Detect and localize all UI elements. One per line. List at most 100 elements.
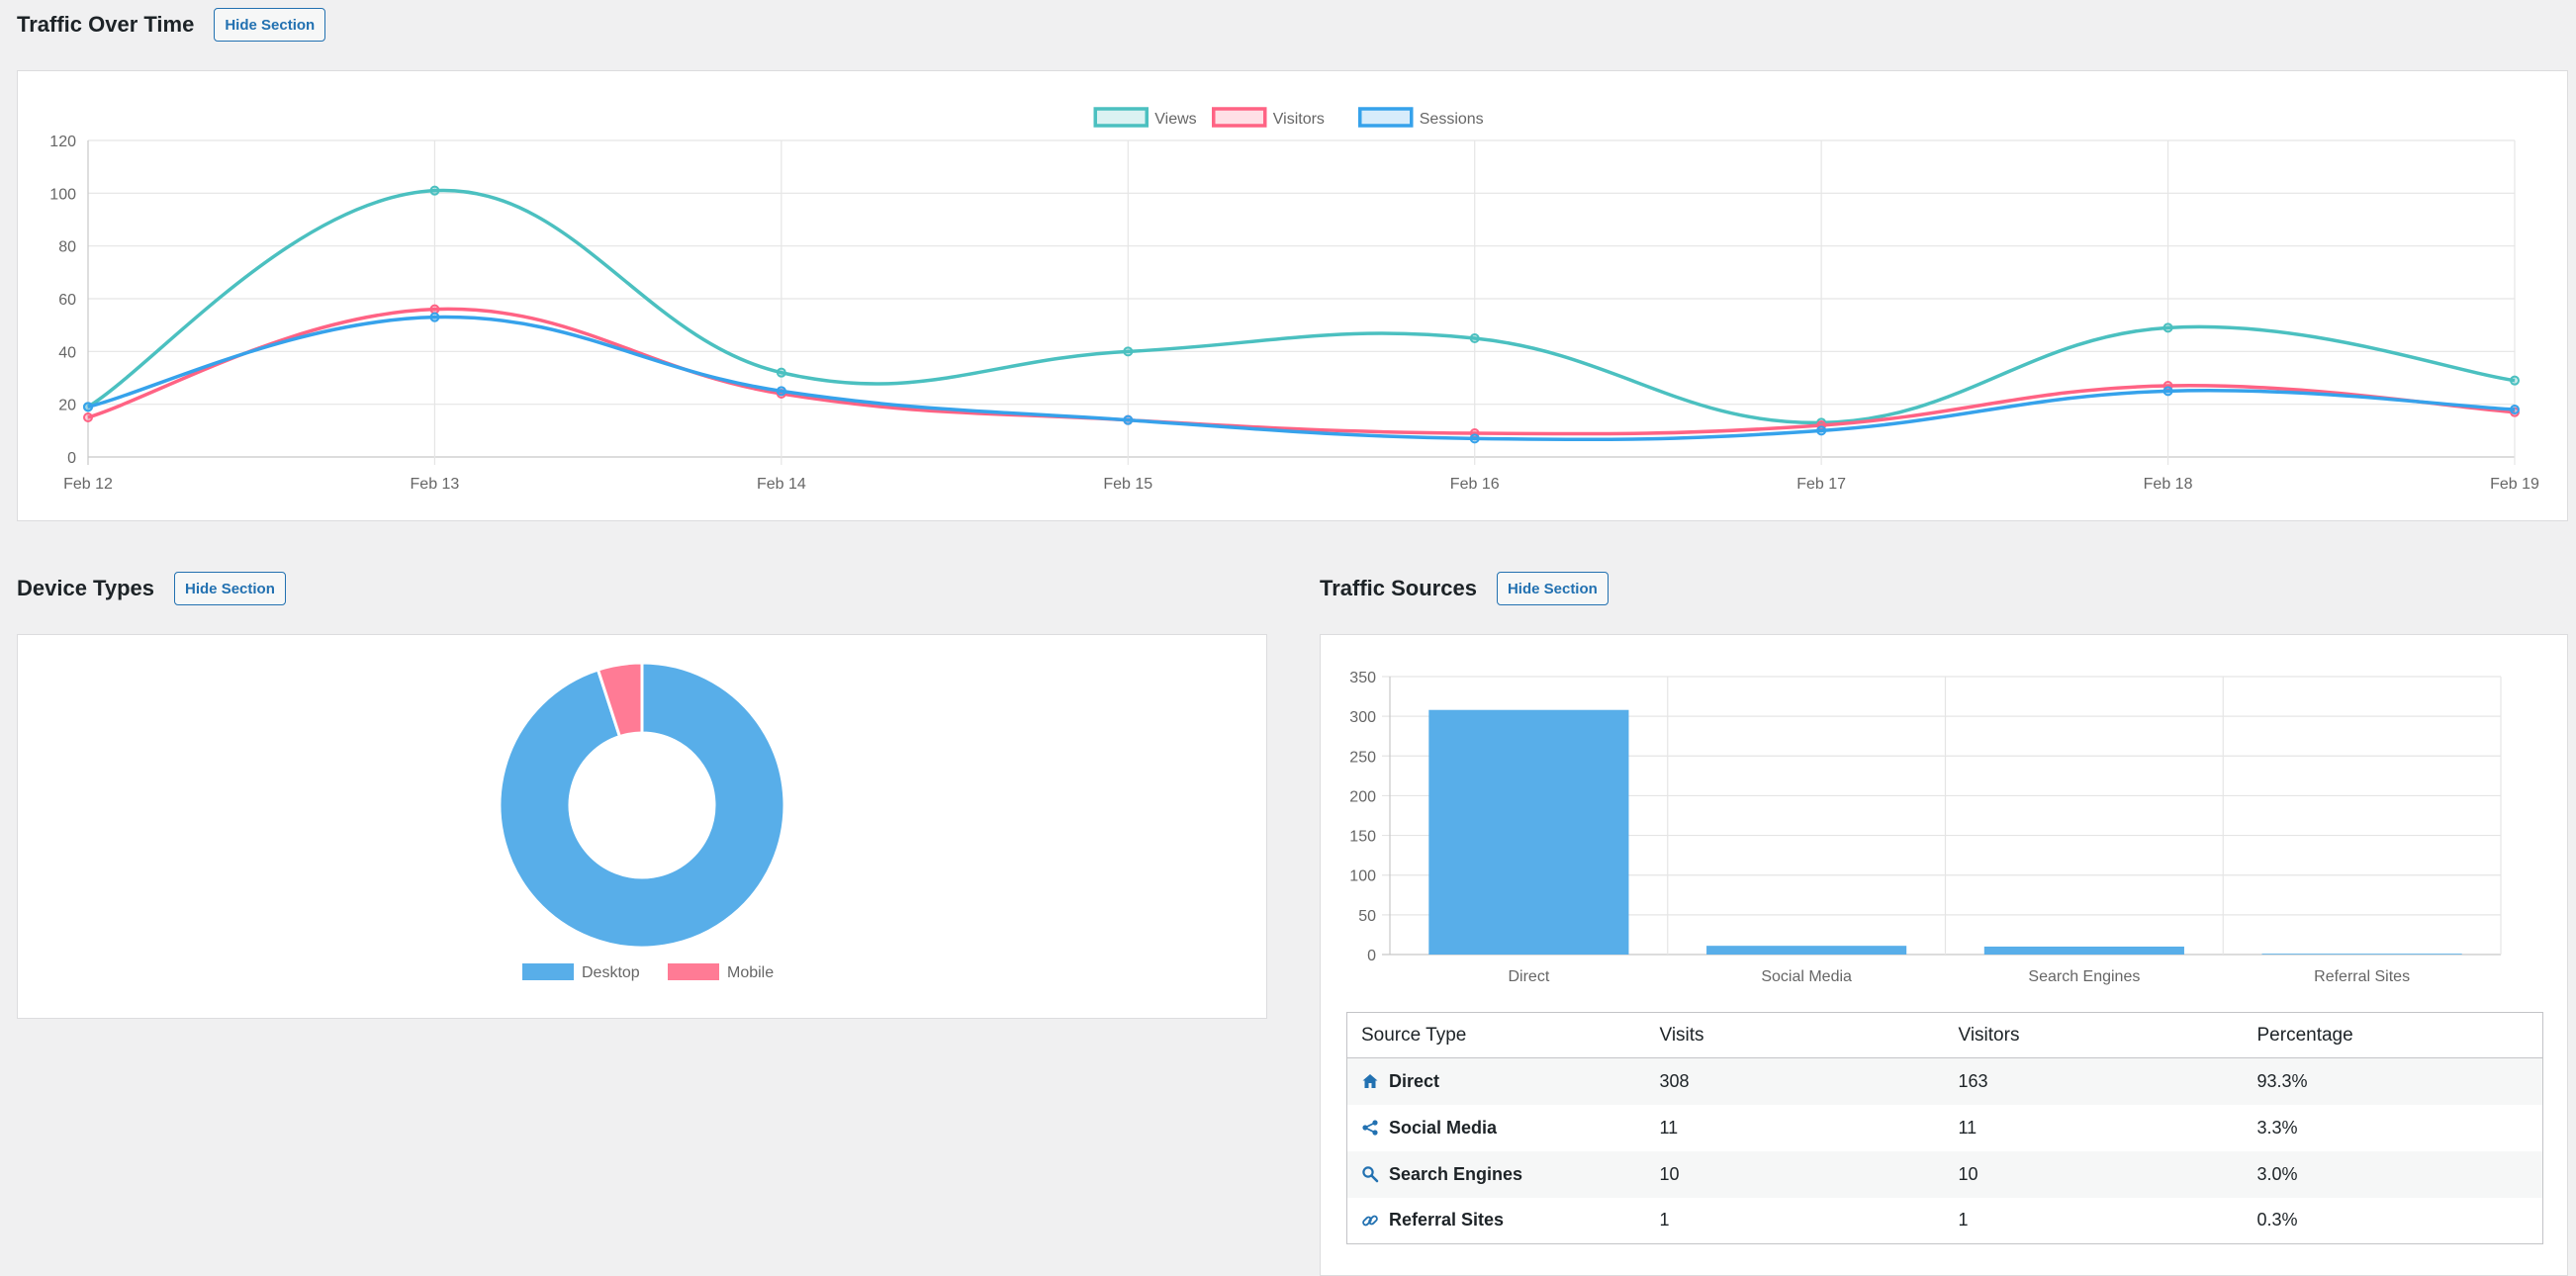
home-icon [1361,1072,1379,1090]
data-point [2162,322,2173,333]
x-tick-label: Feb 14 [757,476,806,493]
y-tick-label: 100 [49,186,76,203]
data-point [2162,386,2173,397]
x-tick-label: Feb 12 [63,476,113,493]
bar-search-engines [1983,946,2184,955]
col-visitors: Visitors [1944,1012,2244,1058]
source-name-cell: Referral Sites [1347,1198,1646,1244]
x-tick-label: Feb 15 [1103,476,1152,493]
legend-label: Desktop [582,964,640,981]
visitors-cell: 11 [1958,1117,1978,1138]
search-icon [1361,1165,1379,1183]
source-name: Search Engines [1389,1163,1523,1184]
link-icon [1361,1212,1379,1230]
visitors-cell: 10 [1944,1150,2244,1198]
x-tick-label: Feb 18 [2144,476,2193,493]
source-name: Social Media [1389,1117,1498,1138]
data-point [83,402,93,412]
col-source-type: Source Type [1346,1012,1646,1058]
y-tick-label: 20 [58,398,76,414]
legend-swatch [1358,107,1414,128]
percentage-cell: 0.3% [2256,1210,2298,1230]
traffic-sources-title: Traffic Sources [1320,576,1477,600]
bar-direct [1428,709,1629,955]
y-tick-label: 80 [58,239,76,256]
traffic-sources-header: Traffic Sources Hide Section [1320,572,1609,605]
col-visits: Visits [1645,1012,1945,1058]
slice-desktop [498,661,786,950]
x-tick-label: Referral Sites [2314,968,2410,985]
percentage-cell: 3.0% [2243,1150,2543,1198]
hide-traffic-sources-button[interactable]: Hide Section [1496,572,1609,605]
series-line-visitors [87,307,2516,436]
source-name: Referral Sites [1389,1210,1505,1230]
x-tick-label: Direct [1508,968,1549,985]
percentage-cell: 93.3% [2243,1057,2543,1105]
source-name-cell: Search Engines [1346,1150,1646,1198]
legend-label: Visitors [1273,111,1325,128]
traffic-line-chart: 0 20 40 60 80 100 120 Feb 12 Feb 13 Feb 14 Feb 15 F… [49,107,2539,493]
data-point [2510,375,2520,386]
legend-label: Sessions [1420,111,1484,128]
source-name-cell: Social Media [1347,1105,1646,1151]
y-tick-label: 40 [58,344,76,361]
data-point [1123,346,1134,357]
x-tick-label: Feb 13 [411,476,460,493]
data-point [1469,433,1480,444]
visits-cell: 1 [1659,1210,1670,1230]
data-point [1816,425,1827,436]
visits-cell: 10 [1645,1150,1945,1198]
y-tick-label: 0 [1367,948,1376,964]
source-name-cell: Direct [1346,1057,1646,1105]
source-name: Direct [1389,1070,1440,1091]
device-doughnut-chart: Desktop Mobile [498,661,786,981]
traffic-over-time-title: Traffic Over Time [17,12,195,37]
data-point [429,185,440,196]
traffic-sources-table: Source Type Visits Visitors Percentage D… [1346,1012,2543,1244]
x-tick-label: Social Media [1761,968,1852,985]
table-header-row: Source Type Visits Visitors Percentage [1346,1012,2543,1058]
x-tick-label: Feb 19 [2490,476,2539,493]
device-types-panel: Desktop Mobile [17,634,1267,1019]
data-point [429,304,440,315]
col-percentage: Percentage [2243,1012,2543,1058]
series-line-sessions [87,315,2516,442]
x-tick-label: Feb 17 [1796,476,1846,493]
y-tick-label: 120 [49,134,76,150]
data-point [1123,414,1134,425]
data-point [776,386,786,397]
table-row: Search Engines 10 10 3.0% [1346,1150,2543,1198]
y-tick-label: 200 [1349,788,1376,805]
y-tick-label: 0 [67,450,76,467]
y-tick-label: 100 [1349,868,1376,885]
percentage-cell: 3.3% [2256,1117,2298,1138]
x-tick-label: Feb 16 [1450,476,1500,493]
legend-swatch [1093,107,1149,128]
data-point [1469,333,1480,343]
legend-swatch [668,963,719,980]
hide-traffic-over-time-button[interactable]: Hide Section [214,8,326,42]
series-line-views [87,188,2516,425]
hide-device-types-button[interactable]: Hide Section [174,572,286,605]
data-point [83,412,93,422]
data-point [776,367,786,378]
legend-label: Mobile [727,964,774,981]
y-tick-label: 350 [1349,670,1376,686]
data-point [429,312,440,322]
x-tick-label: Search Engines [2028,968,2140,985]
table-row: Referral Sites 1 1 0.3% [1347,1198,2543,1244]
traffic-over-time-header: Traffic Over Time Hide Section [17,8,326,42]
y-tick-label: 300 [1349,709,1376,726]
table-row: Direct 308 163 93.3% [1346,1057,2543,1105]
slice-mobile [596,661,644,739]
traffic-over-time-panel: 0 20 40 60 80 100 120 Feb 12 Feb 13 Feb 14 Feb 15 F… [17,70,2568,521]
traffic-sources-bar-chart: 0 50 100 150 200 250 300 350 Direct Social Media S… [1349,670,2502,985]
y-tick-label: 60 [58,292,76,309]
legend-label: Views [1154,111,1196,128]
bar-social-media [1706,946,1907,955]
legend-swatch [522,963,574,980]
device-types-header: Device Types Hide Section [17,572,286,605]
traffic-sources-panel: 0 50 100 150 200 250 300 350 Direct Social Media S… [1320,634,2568,1276]
y-tick-label: 150 [1349,829,1376,846]
visitors-cell: 163 [1944,1057,2244,1105]
